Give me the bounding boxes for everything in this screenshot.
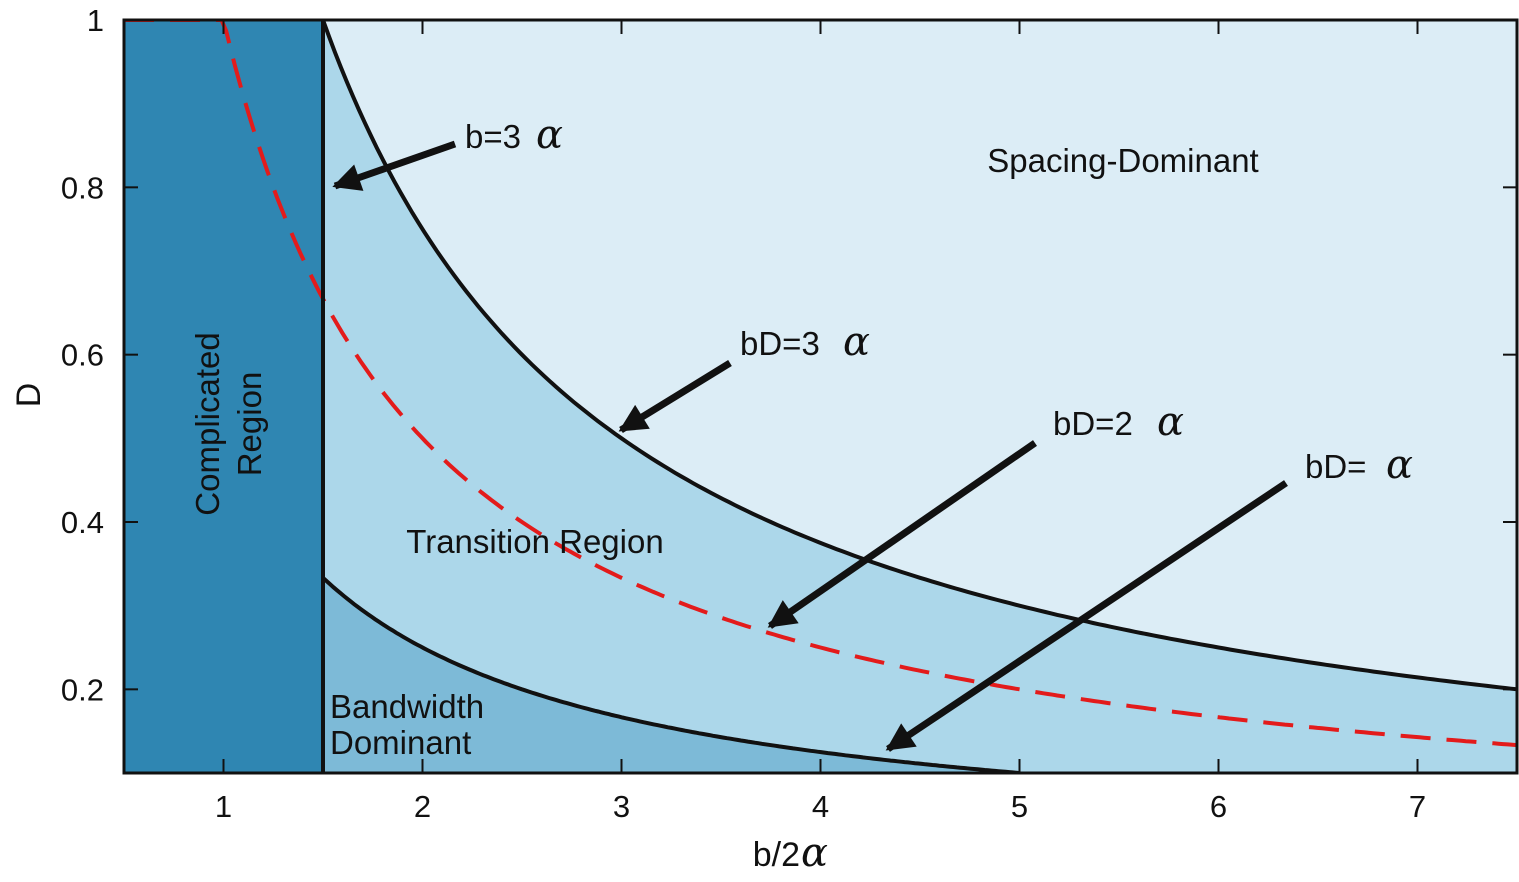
y-tick-label: 0.6: [61, 338, 104, 373]
x-axis-label: b/2: [753, 836, 800, 874]
bd3alpha-label: bD=3: [740, 325, 820, 362]
x-axis-label-alpha: α: [801, 830, 828, 876]
x-tick-label: 6: [1210, 789, 1227, 824]
x-tick-label: 1: [215, 789, 232, 824]
bd2alpha-label-symbol: α: [1157, 399, 1184, 445]
x-tick-label: 5: [1011, 789, 1028, 824]
bd2-dashed-curve: [124, 20, 1517, 748]
b3alpha-label: b=3: [465, 118, 521, 155]
complicated-region-label-line2: Region: [231, 372, 268, 477]
b3alpha-arrow: [332, 140, 457, 191]
bd3-curve: [321, 20, 1517, 692]
x-axis-ticks: 1 2 3 4 5 6 7: [215, 20, 1426, 824]
x-tick-label: 4: [812, 789, 829, 824]
bd1-curve: [321, 576, 1020, 773]
bd2alpha-label: bD=2: [1053, 405, 1133, 442]
bandwidth-dominant-label-line1: Bandwidth: [330, 688, 484, 725]
bd2alpha-arrow: [767, 440, 1037, 629]
y-axis-label: D: [10, 383, 48, 408]
y-tick-label: 0.8: [61, 170, 104, 205]
b3alpha-label-symbol: α: [536, 112, 563, 158]
y-axis-ticks: 0.2 0.4 0.6 0.8 1: [61, 3, 1517, 707]
x-tick-label: 3: [613, 789, 630, 824]
bdalpha-label-symbol: α: [1386, 442, 1413, 488]
transition-region-label: Transition Region: [406, 523, 663, 560]
bd3alpha-arrow: [618, 360, 732, 433]
bdalpha-arrow: [885, 480, 1288, 752]
spacing-dominant-label: Spacing-Dominant: [987, 142, 1258, 179]
transition-region: [323, 20, 1517, 773]
y-tick-label: 0.2: [61, 672, 104, 707]
complicated-region: [124, 20, 323, 773]
bandwidth-dominant-label-line2: Dominant: [330, 724, 471, 761]
y-tick-label: 1: [87, 3, 104, 38]
bdalpha-label: bD=: [1305, 448, 1366, 485]
bd3alpha-label-symbol: α: [843, 319, 870, 365]
x-tick-label: 2: [414, 789, 431, 824]
x-tick-label: 7: [1409, 789, 1426, 824]
bandwidth-dominant-region: [323, 577, 1020, 773]
complicated-region-label-line1: Complicated: [189, 332, 226, 515]
y-tick-label: 0.4: [61, 505, 104, 540]
